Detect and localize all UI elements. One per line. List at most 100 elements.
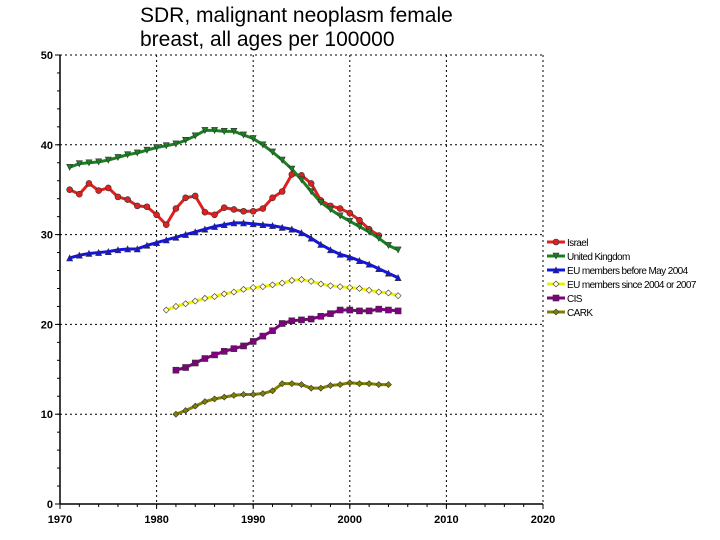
data-point [249,284,257,292]
data-point [95,187,102,194]
legend-label: CIS [567,294,583,305]
data-point [269,148,277,156]
data-point [191,402,199,410]
legend-label: Israel [567,238,588,249]
data-point [278,156,286,164]
data-point [394,292,402,300]
data-point [298,276,305,283]
y-tick-label: 40 [41,140,53,152]
data-point [384,269,392,277]
data-point [85,159,93,167]
x-tick-label: 2020 [531,514,555,526]
data-point [346,217,354,225]
data-point [172,303,180,310]
data-point [307,277,315,285]
data-point [317,280,325,288]
data-point [375,265,383,273]
legend-label: United Kingdom [567,252,630,263]
data-point [143,146,151,154]
data-point [326,246,334,254]
data-point [336,250,344,258]
data-point [365,228,373,236]
data-point [375,234,383,242]
data-point [220,204,228,211]
data-point [201,225,209,233]
data-point [230,391,238,399]
data-point [336,212,344,220]
legend-marker [552,294,560,302]
legend-item: CARK [547,308,594,319]
data-point [317,240,325,248]
data-point [172,140,180,148]
data-point [66,186,73,193]
data-point [326,206,334,214]
data-point [365,286,373,294]
data-point [385,306,392,314]
data-point [240,342,247,350]
data-point [269,387,276,395]
x-tick-label: 2010 [434,514,458,526]
data-point [153,211,160,219]
data-point [211,222,219,230]
data-point [211,293,218,300]
data-point [172,233,180,241]
legend-label: EU members since 2004 or 2007 [567,280,697,291]
data-point [220,393,228,401]
title-line-1: SDR, malignant neoplasm female [140,4,453,27]
legend-marker [552,252,560,260]
data-point [307,384,315,392]
data-point [336,205,344,212]
data-point [317,198,325,206]
data-point [307,180,315,187]
data-point [336,283,344,291]
data-point [298,229,305,237]
data-point [394,274,402,282]
data-point [375,381,383,388]
data-point [191,297,199,305]
data-point [269,221,277,229]
data-point [336,381,344,388]
legend-item: CIS [547,294,583,305]
data-point [162,142,170,150]
data-point [124,245,132,253]
legend-item: EU members since 2004 or 2007 [547,280,697,291]
legend-marker [552,238,560,246]
data-point [288,317,296,325]
data-point [124,196,131,203]
series-cark [172,379,392,418]
data-point [220,348,228,355]
title-line-2: breast, all ages per 100000 [140,28,395,51]
data-point [307,315,315,323]
data-point [201,208,209,216]
data-point [346,253,354,261]
data-point [356,285,363,292]
data-point [240,219,248,227]
data-point [249,220,257,228]
data-point [249,391,257,398]
data-point [124,151,132,159]
series-israel [66,171,383,239]
data-point [288,276,296,284]
data-point [162,306,170,314]
data-point [385,289,392,297]
data-point [298,176,305,184]
data-point [317,313,325,320]
data-point [182,407,190,415]
data-point [240,391,247,398]
data-point [114,193,122,201]
y-tick-label: 0 [47,499,53,511]
data-point [375,305,383,313]
data-point [220,221,228,229]
data-point [143,203,151,211]
data-point [269,281,276,289]
data-point [288,225,296,233]
data-point [384,242,392,250]
x-tick-label: 1970 [48,514,72,526]
data-point [143,241,151,249]
data-point [191,359,199,367]
legend-label: CARK [567,308,593,319]
data-point [269,194,276,202]
data-point [259,205,267,212]
series-line [69,128,399,252]
